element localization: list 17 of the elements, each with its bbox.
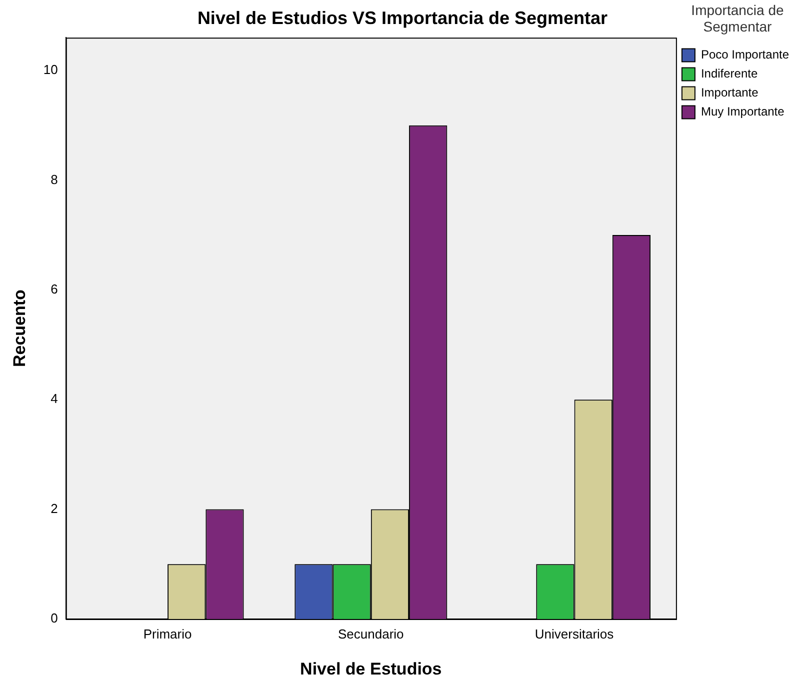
y-tick-label: 0	[50, 610, 58, 626]
y-tick-label: 4	[50, 391, 58, 406]
legend-label: Importante	[700, 86, 759, 100]
x-axis-title: Nivel de Estudios	[300, 659, 442, 678]
y-tick-label: 2	[50, 500, 58, 516]
legend-title: Importancia de Segmentar	[691, 2, 784, 35]
chart-title: Nivel de Estudios VS Importancia de Segmentar	[197, 8, 608, 28]
x-tick-label: Primario	[143, 626, 192, 642]
y-axis-title: Recuento	[10, 290, 29, 368]
legend-label: Indiferente	[700, 66, 758, 81]
y-tick-label: 6	[50, 281, 58, 296]
legend-label: Poco Importante	[700, 48, 790, 62]
y-tick-label: 10	[43, 62, 58, 78]
y-tick-label: 8	[50, 172, 58, 187]
x-tick-label: Secundario	[338, 626, 404, 642]
x-tick-label: Universitarios	[534, 626, 614, 642]
legend-label: Muy Importante	[700, 104, 785, 119]
